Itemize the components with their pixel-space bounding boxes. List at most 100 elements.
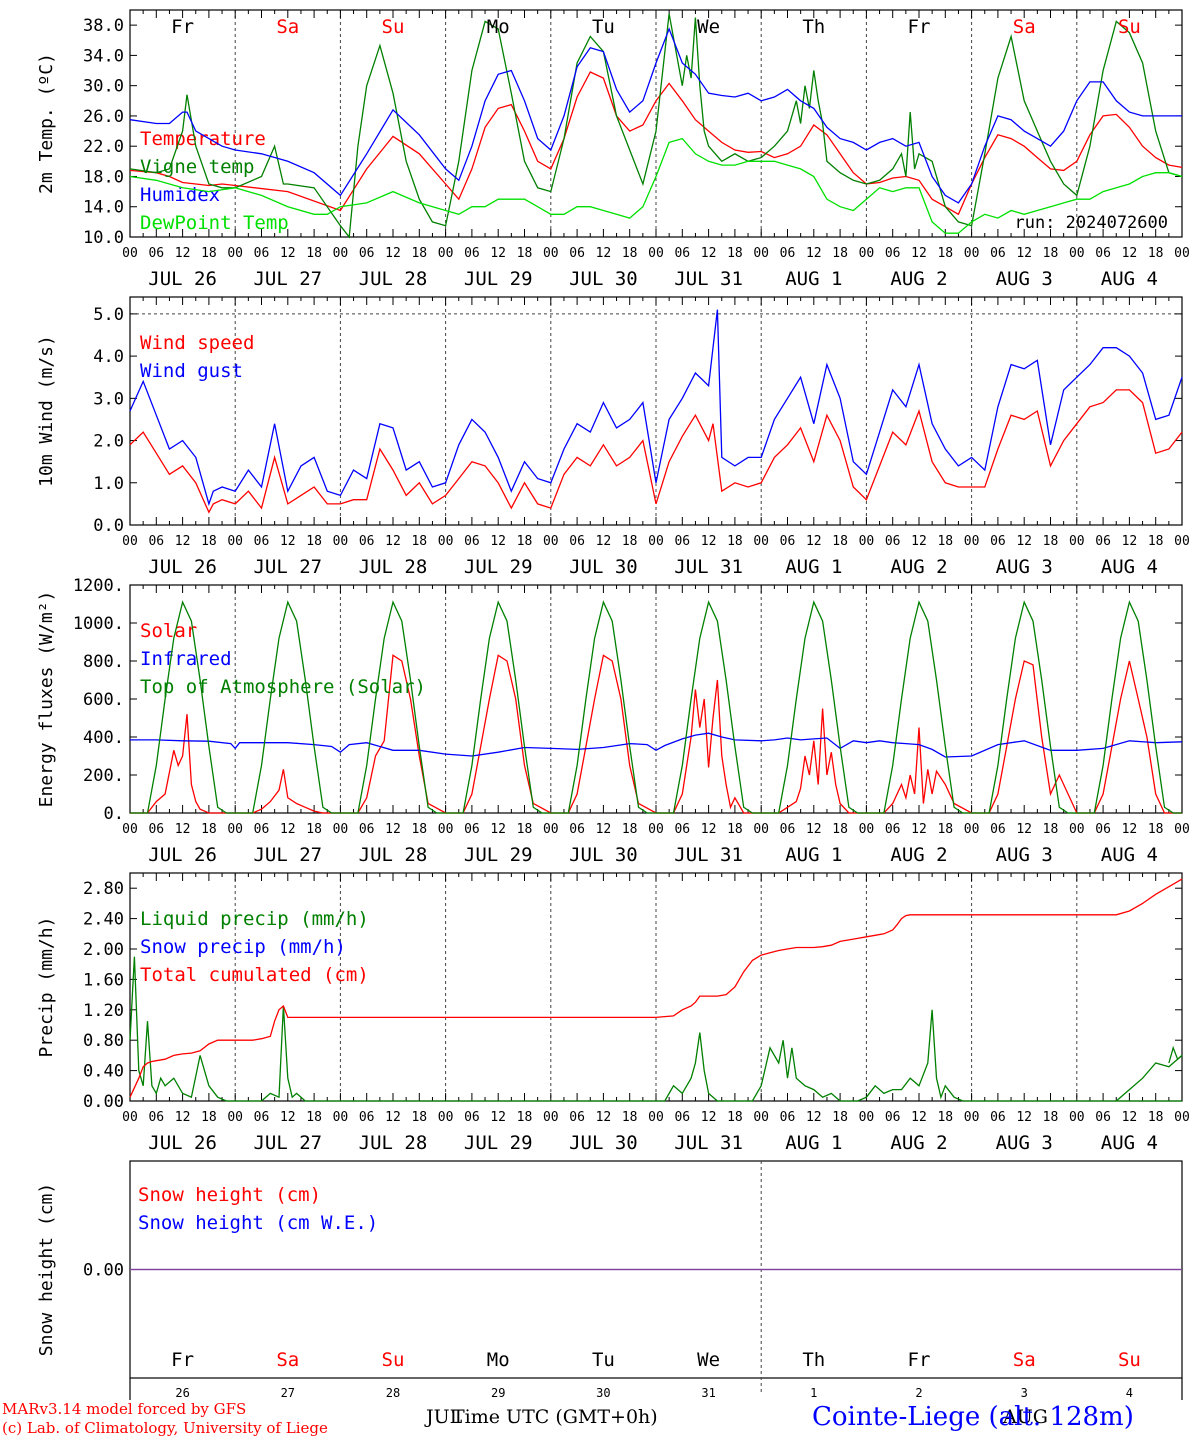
hour-label: 06 xyxy=(569,822,585,837)
date-label: JUL 30 xyxy=(569,1132,638,1154)
weekday-label: Su xyxy=(1118,16,1141,38)
hour-label: 12 xyxy=(280,822,296,837)
hour-label: 12 xyxy=(701,534,717,549)
hour-label: 18 xyxy=(306,822,322,837)
date-label: AUG 4 xyxy=(1101,268,1158,290)
hour-label: 00 xyxy=(859,1110,875,1125)
series-dewpoint-temp-line xyxy=(129,137,1183,234)
hour-label: 00 xyxy=(648,246,664,261)
day-number-label: 1 xyxy=(810,1386,817,1400)
hour-label: 18 xyxy=(517,534,533,549)
hour-label: 06 xyxy=(464,246,480,261)
y-axis-label: Snow height (cm) xyxy=(36,1183,57,1356)
hour-label: 12 xyxy=(596,1110,612,1125)
weekday-label: Su xyxy=(382,16,405,38)
day-number-label: 3 xyxy=(1021,1386,1028,1400)
date-label: JUL 26 xyxy=(148,556,217,578)
y-axis-label: 2m Temp. (ºC) xyxy=(36,53,57,194)
hour-label: 06 xyxy=(885,1110,901,1125)
hour-label: 06 xyxy=(780,246,796,261)
hour-label: 12 xyxy=(175,822,191,837)
series-wind-gust-legend: Wind gust xyxy=(140,360,243,382)
hour-label: 12 xyxy=(701,822,717,837)
date-label: JUL 27 xyxy=(253,556,322,578)
hour-label: 06 xyxy=(885,246,901,261)
hour-label: 06 xyxy=(780,1110,796,1125)
hour-label: 06 xyxy=(569,1110,585,1125)
series-temperature-line xyxy=(129,71,1183,216)
y-tick-label: 1.0 xyxy=(93,474,124,494)
hour-label: 06 xyxy=(569,534,585,549)
series-wind-speed-legend: Wind speed xyxy=(140,332,254,354)
axis-title: Time UTC (GMT+0h) xyxy=(452,1406,658,1428)
date-label: AUG 3 xyxy=(996,556,1053,578)
hour-label: 06 xyxy=(148,822,164,837)
hour-label: 18 xyxy=(201,1110,217,1125)
date-label: JUL 26 xyxy=(148,268,217,290)
hour-label: 06 xyxy=(148,1110,164,1125)
hour-label: 18 xyxy=(832,1110,848,1125)
hour-label: 18 xyxy=(622,246,638,261)
hour-label: 06 xyxy=(464,822,480,837)
hour-label: 06 xyxy=(254,534,270,549)
day-number-label: 31 xyxy=(701,1386,715,1400)
hour-label: 12 xyxy=(1122,534,1138,549)
hour-label: 00 xyxy=(1069,534,1085,549)
series-extra-line xyxy=(1168,1045,1183,1064)
hour-label: 00 xyxy=(753,822,769,837)
hour-label: 06 xyxy=(148,246,164,261)
hour-label: 06 xyxy=(990,1110,1006,1125)
hour-label: 00 xyxy=(333,246,349,261)
panels: 10.014.018.022.026.030.034.038.02m Temp.… xyxy=(36,9,1190,1400)
hour-label: 00 xyxy=(122,822,138,837)
hour-label: 12 xyxy=(911,1110,927,1125)
panel-4: 0.00 0.40 0.80 1.20 1.60 2.00 2.40 2.80 Precip (… xyxy=(36,872,1190,1154)
hour-label: 18 xyxy=(1043,1110,1059,1125)
hour-label: 18 xyxy=(517,1110,533,1125)
day-number-label: 2 xyxy=(915,1386,922,1400)
hour-label: 18 xyxy=(727,534,743,549)
hour-label: 12 xyxy=(280,246,296,261)
date-label: AUG 2 xyxy=(890,844,947,866)
hour-label: 12 xyxy=(911,246,927,261)
date-label: AUG 2 xyxy=(890,556,947,578)
weekday-label: Fr xyxy=(171,1349,194,1371)
hour-label: 18 xyxy=(622,1110,638,1125)
y-tick-label: 22.0 xyxy=(83,137,124,157)
series-top-of-atmosphere-solar-line xyxy=(1076,600,1182,814)
hour-label: 18 xyxy=(832,246,848,261)
hour-label: 18 xyxy=(517,246,533,261)
weekday-label: Fr xyxy=(908,16,931,38)
date-label: JUL 31 xyxy=(674,1132,743,1154)
hour-label: 00 xyxy=(1174,1110,1190,1125)
hour-label: 00 xyxy=(859,246,875,261)
hour-label: 06 xyxy=(569,246,585,261)
hour-label: 06 xyxy=(780,534,796,549)
y-tick-label: 30.0 xyxy=(83,77,124,97)
date-label: AUG 3 xyxy=(996,1132,1053,1154)
weekday-label: Sa xyxy=(276,1349,299,1371)
y-tick-label: 1.20 xyxy=(83,1001,124,1021)
y-tick-label: 1.60 xyxy=(83,970,124,990)
date-label: JUL 28 xyxy=(359,1132,428,1154)
hour-label: 18 xyxy=(937,822,953,837)
series-top-of-atmosphere-solar-line xyxy=(550,600,656,814)
hour-label: 00 xyxy=(122,534,138,549)
series-solar-legend: Solar xyxy=(140,620,197,642)
hour-label: 00 xyxy=(753,534,769,549)
y-tick-label: 200. xyxy=(83,766,124,786)
hour-label: 06 xyxy=(1095,534,1111,549)
date-label: JUL 31 xyxy=(674,844,743,866)
y-tick-label: 14.0 xyxy=(83,198,124,218)
date-label: JUL 27 xyxy=(253,268,322,290)
hour-label: 00 xyxy=(964,822,980,837)
hour-label: 00 xyxy=(1174,246,1190,261)
weekday-label: Sa xyxy=(276,16,299,38)
hour-label: 00 xyxy=(227,822,243,837)
weekday-label: Mo xyxy=(487,16,510,38)
date-label: JUL 27 xyxy=(253,1132,322,1154)
day-number-label: 30 xyxy=(596,1386,610,1400)
hour-label: 06 xyxy=(1095,822,1111,837)
hour-label: 12 xyxy=(175,246,191,261)
